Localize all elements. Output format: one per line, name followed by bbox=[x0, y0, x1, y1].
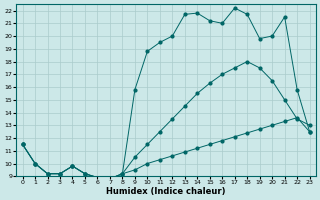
X-axis label: Humidex (Indice chaleur): Humidex (Indice chaleur) bbox=[106, 187, 226, 196]
